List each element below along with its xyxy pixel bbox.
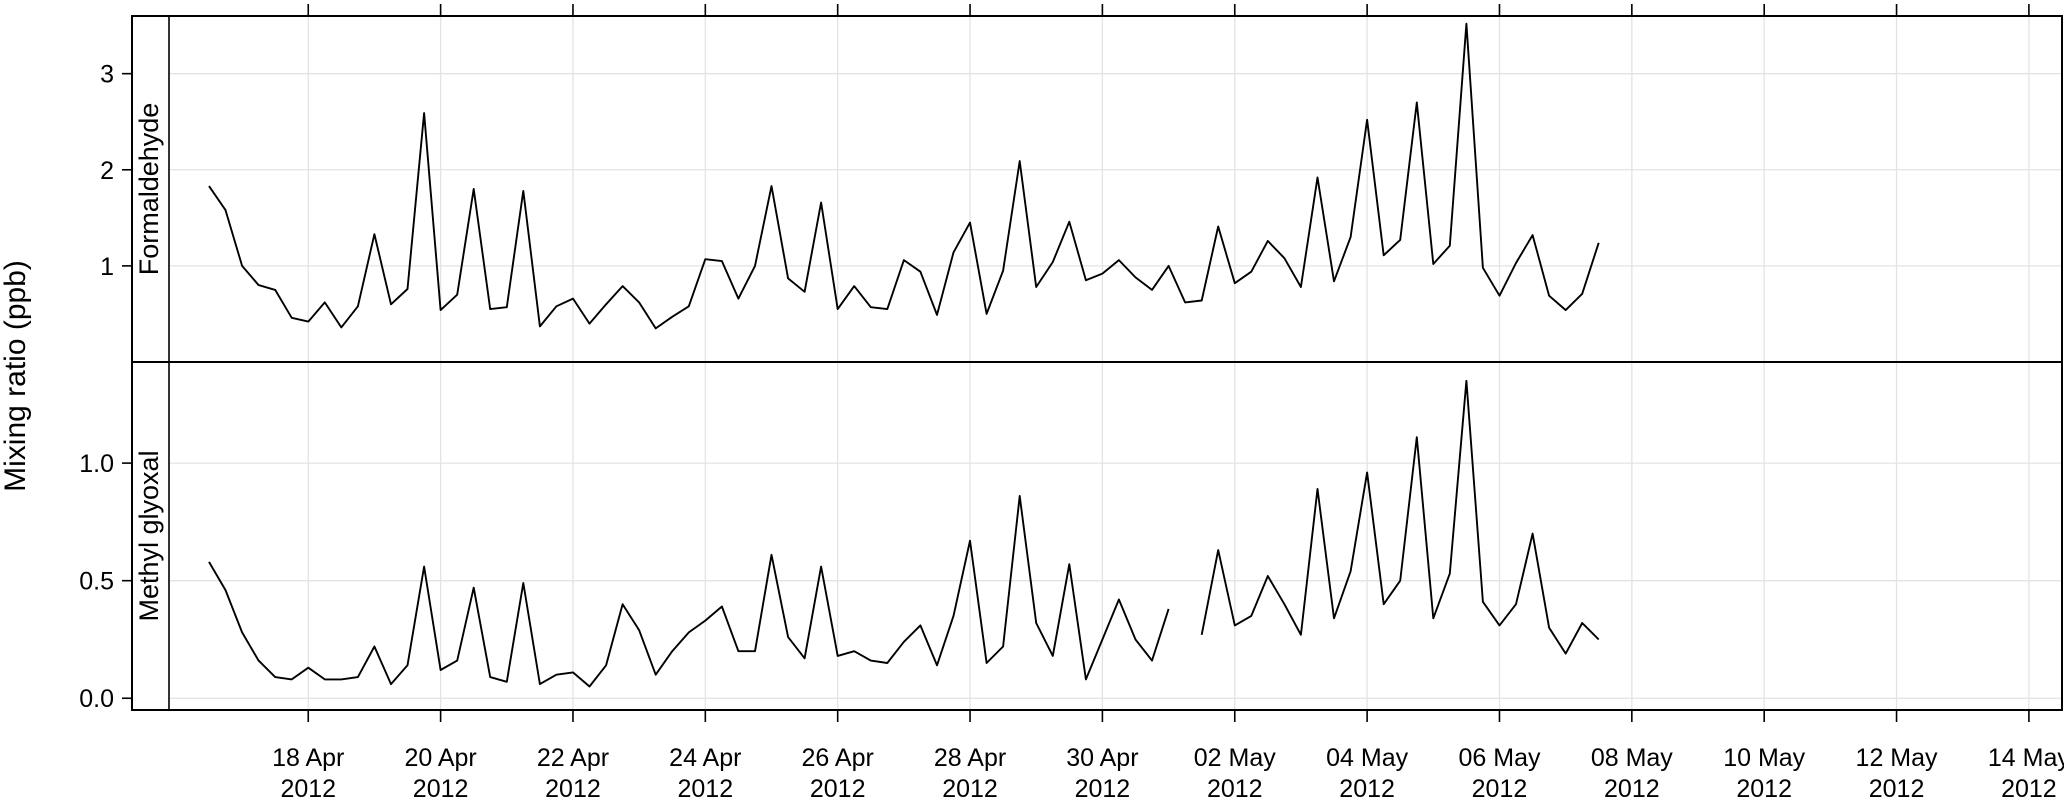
x-tick-label-year: 2012	[942, 775, 998, 799]
x-tick-label-year: 2012	[678, 775, 734, 799]
x-tick-label: 12 May	[1856, 744, 1938, 772]
y-tick-label: 0.0	[79, 685, 114, 713]
x-tick-label: 04 May	[1326, 744, 1408, 772]
tick-layer	[122, 4, 2030, 722]
panel-strip-label: Methyl glyoxal	[134, 450, 164, 621]
x-tick-label: 06 May	[1458, 744, 1540, 772]
series-line-methyl-glyoxal	[208, 379, 1600, 688]
x-tick-label: 20 Apr	[404, 744, 476, 772]
x-tick-label: 22 Apr	[537, 744, 609, 772]
frame-layer	[131, 15, 2063, 711]
x-tick-label-year: 2012	[1472, 775, 1528, 799]
x-tick-label-year: 2012	[280, 775, 336, 799]
y-tick-label: 2	[100, 157, 114, 185]
x-tick-label-year: 2012	[810, 775, 866, 799]
y-axis-label: Mixing ratio (ppb)	[0, 260, 32, 492]
x-tick-label-year: 2012	[1207, 775, 1263, 799]
series-line-formaldehyde	[208, 22, 1600, 330]
label-layer: 1 2 3 Formaldehyde 0.0 0.5 1.0 Methyl glyoxal 18…	[79, 61, 2064, 799]
x-tick-label: 14 May	[1988, 744, 2064, 772]
y-tick-label: 1.0	[79, 450, 114, 478]
x-tick-label-year: 2012	[1075, 775, 1131, 799]
x-tick-label-year: 2012	[1339, 775, 1395, 799]
x-tick-label: 10 May	[1723, 744, 1805, 772]
x-tick-label-year: 2012	[413, 775, 469, 799]
x-tick-label: 28 Apr	[934, 744, 1006, 772]
series-layer	[208, 22, 1600, 688]
panel-strip-label: Formaldehyde	[134, 103, 164, 276]
y-tick-label: 0.5	[79, 568, 114, 596]
x-tick-label: 24 Apr	[669, 744, 741, 772]
x-tick-label: 30 Apr	[1066, 744, 1138, 772]
x-tick-label: 26 Apr	[802, 744, 874, 772]
x-tick-label: 02 May	[1194, 744, 1276, 772]
grid-layer	[169, 16, 2062, 710]
x-tick-label-year: 2012	[1736, 775, 1792, 799]
y-tick-label: 3	[100, 61, 114, 89]
x-tick-label: 18 Apr	[272, 744, 344, 772]
x-tick-label-year: 2012	[545, 775, 601, 799]
x-tick-label-year: 2012	[1869, 775, 1925, 799]
x-tick-label-year: 2012	[2001, 775, 2057, 799]
x-tick-label: 08 May	[1591, 744, 1673, 772]
x-tick-label-year: 2012	[1604, 775, 1660, 799]
y-tick-label: 1	[100, 253, 114, 281]
